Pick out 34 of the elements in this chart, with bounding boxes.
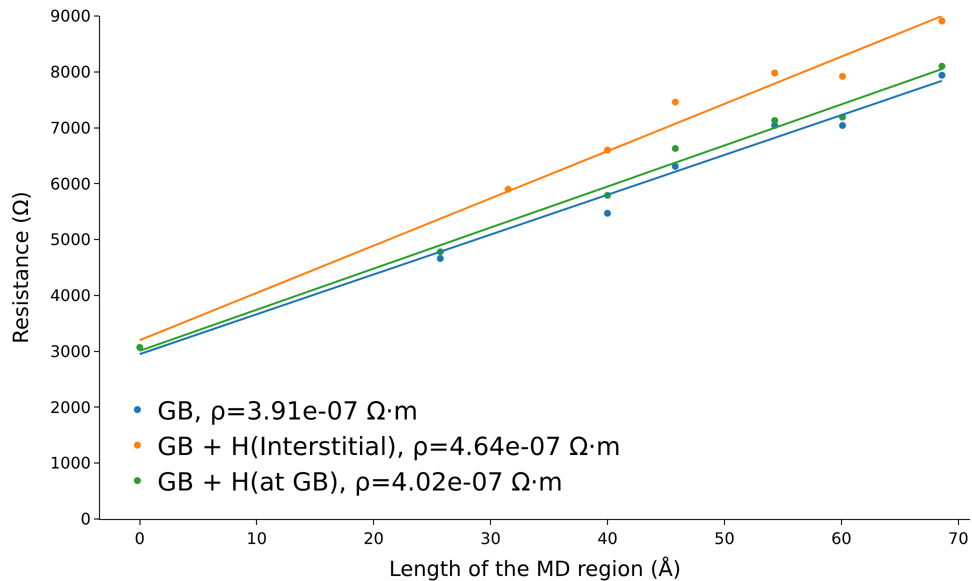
point xyxy=(938,72,946,79)
y-tick-label: 2000 xyxy=(50,398,91,417)
x-tick-label: 60 xyxy=(831,529,852,548)
y-tick-label: 4000 xyxy=(50,286,91,306)
legend-label: GB, ρ=3.91e-07 Ω·m xyxy=(157,396,418,426)
x-tick-label: 0 xyxy=(134,529,145,548)
legend-label: GB + H(Interstitial), ρ=4.64e-07 Ω·m xyxy=(157,432,620,461)
y-tick-label: 8000 xyxy=(50,62,91,82)
point xyxy=(938,18,946,25)
x-tick-label: 30 xyxy=(480,529,501,548)
point xyxy=(436,255,444,262)
y-axis-title: Resistance (Ω) xyxy=(9,191,34,344)
x-tick-label: 50 xyxy=(714,529,735,548)
y-tick-label: 1000 xyxy=(50,454,91,473)
x-axis-title: Length of the MD region (Å) xyxy=(389,556,681,581)
y-tick-label: 5000 xyxy=(50,230,91,250)
y-tick-label: 9000 xyxy=(50,6,91,26)
y-tick-label: 3000 xyxy=(50,342,91,361)
point xyxy=(839,72,846,80)
legend-label: GB + H(at GB), ρ=4.02e-07 Ω·m xyxy=(157,467,563,496)
point xyxy=(672,144,679,152)
y-tick-label: 7000 xyxy=(50,118,91,138)
x-tick-label: 70 xyxy=(948,529,968,548)
x-tick-label: 40 xyxy=(597,529,618,548)
point xyxy=(672,98,679,106)
y-tick-label: 0 xyxy=(80,510,91,529)
y-tick-label: 6000 xyxy=(50,174,91,194)
point xyxy=(938,62,946,70)
x-tick-label: 20 xyxy=(363,529,384,548)
point xyxy=(604,210,611,217)
point xyxy=(839,122,846,130)
x-tick-label: 10 xyxy=(246,529,267,548)
point xyxy=(771,117,778,124)
point xyxy=(771,70,778,77)
